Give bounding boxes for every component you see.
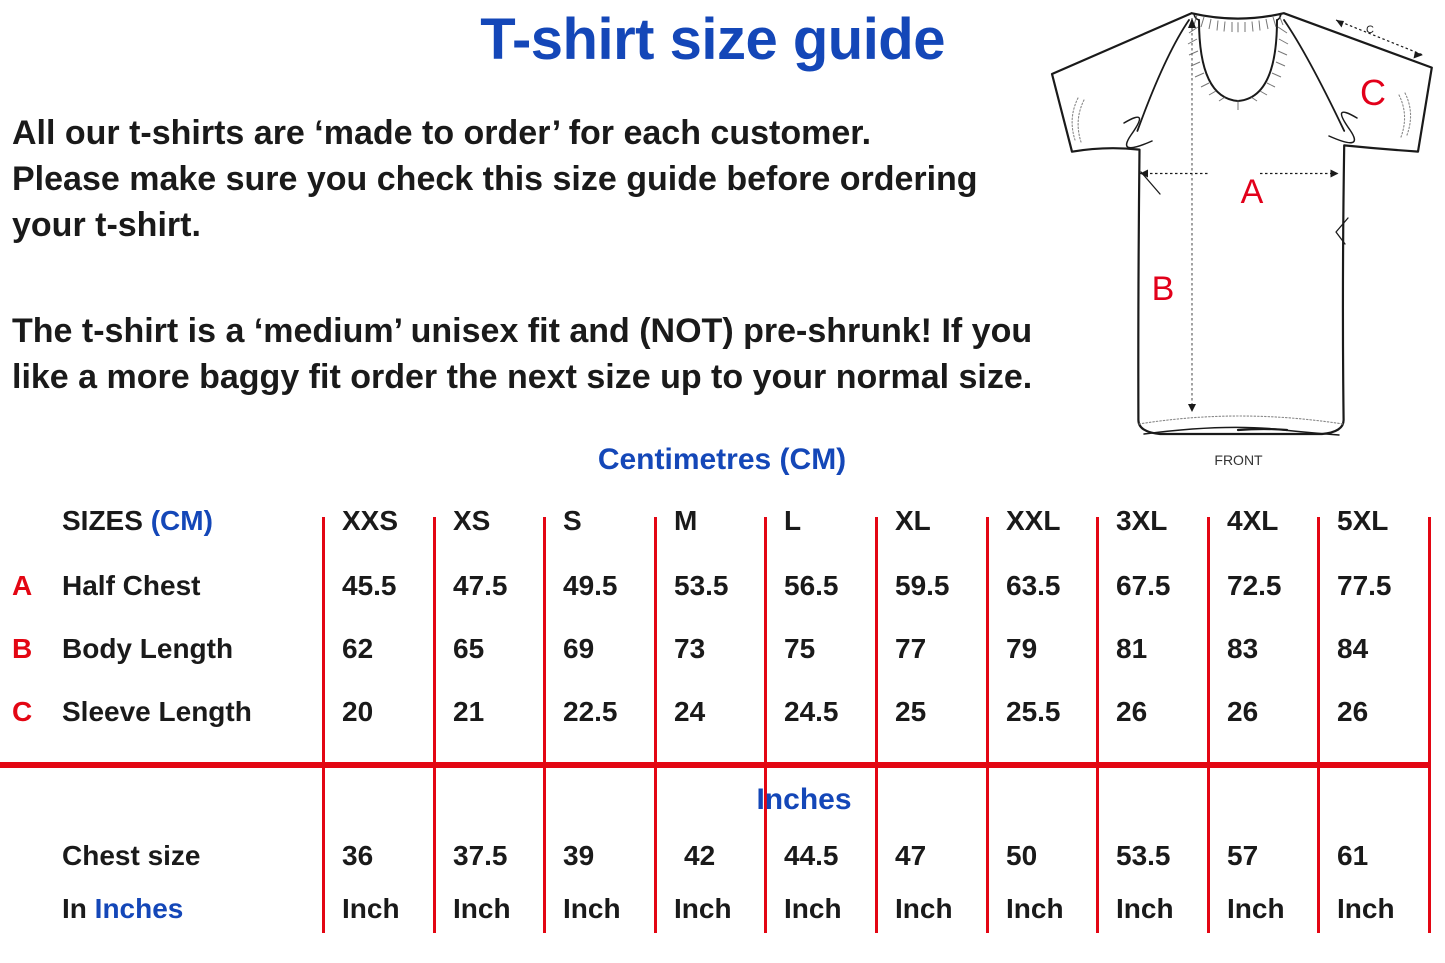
svg-text:C: C [1360, 72, 1386, 113]
svg-text:C: C [1366, 24, 1374, 36]
svg-text:A: A [1241, 173, 1264, 211]
svg-text:B: B [1152, 270, 1175, 308]
svg-text:FRONT: FRONT [1214, 452, 1263, 468]
